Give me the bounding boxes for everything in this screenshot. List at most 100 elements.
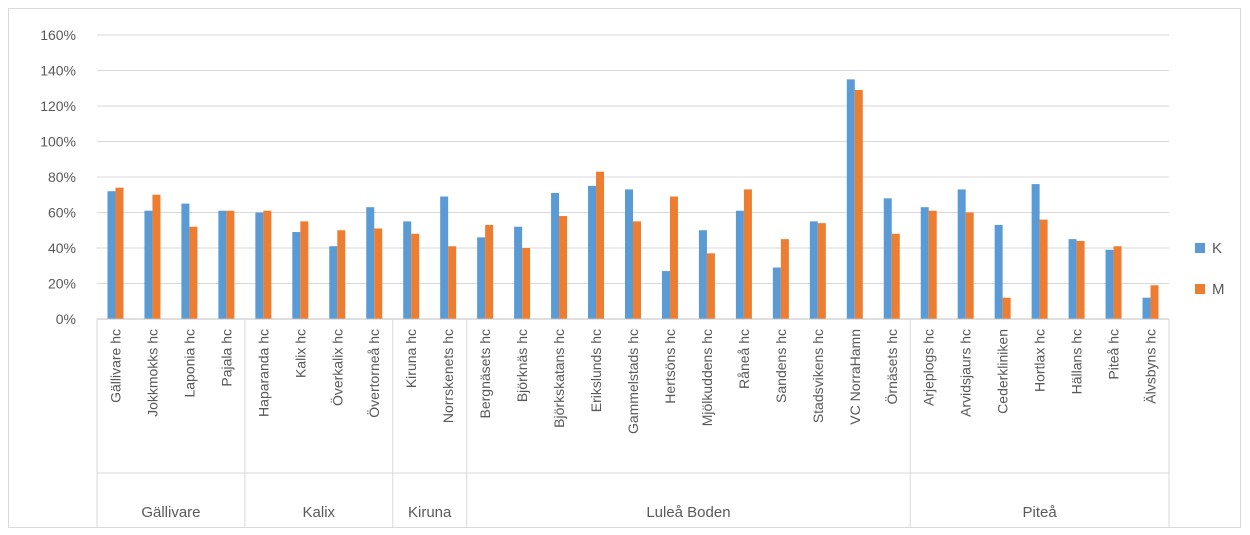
bar-k <box>957 189 966 319</box>
category-label: Sandens hc <box>773 329 789 403</box>
bar-m <box>115 187 124 319</box>
bar-m <box>891 233 900 319</box>
bar-m <box>263 210 272 319</box>
category-label: Örnäsets hc <box>883 329 900 404</box>
category-label: Stadsvikens hc <box>810 329 826 423</box>
group-label: Luleå Boden <box>646 504 730 521</box>
group-label: Kalix <box>303 504 336 521</box>
bar-k <box>994 224 1003 319</box>
category-label: Arvidsjaurs hc <box>958 329 974 417</box>
bar-k <box>809 221 818 319</box>
bar-m <box>1039 219 1048 319</box>
bar-k <box>920 207 929 319</box>
bar-m <box>1150 285 1159 319</box>
bar-k <box>1105 249 1114 319</box>
category-label: Bergnäsets hc <box>477 329 493 419</box>
legend-swatch-k <box>1195 243 1205 253</box>
bar-k <box>625 189 633 319</box>
category-label: Kiruna hc <box>403 329 419 388</box>
category-label: Hällans hc <box>1069 329 1085 394</box>
bar-k <box>1031 184 1040 319</box>
group-labels: Gällivare Kalix Kiruna Luleå Boden Piteå <box>96 319 1170 527</box>
category-label: Övertorneå hc <box>365 329 382 418</box>
y-tick-label: 20% <box>48 276 76 292</box>
category-label: Råneå hc <box>736 329 752 389</box>
category-label: Hertsöns hc <box>662 329 678 404</box>
category-label: Överkalix hc <box>328 329 345 406</box>
bar-m <box>1076 240 1085 319</box>
bar-k <box>735 210 744 319</box>
bar-m <box>485 224 494 319</box>
bar-k <box>477 237 486 319</box>
bar-k <box>255 212 264 319</box>
bar-m <box>854 90 863 320</box>
category-label: Mjölkuddens hc <box>699 329 715 426</box>
bar-k <box>366 207 375 319</box>
bar-m <box>1113 246 1122 319</box>
bar-k <box>1068 239 1077 319</box>
y-tick-label: 0% <box>56 311 76 327</box>
y-tick-label: 160% <box>40 27 76 43</box>
y-tick-label: 120% <box>40 98 76 114</box>
y-tick-label: 100% <box>40 134 76 150</box>
category-label: Älvsbyns hc <box>1143 329 1159 404</box>
bar-k <box>181 203 190 319</box>
legend: KM <box>1195 240 1225 298</box>
bar-m <box>411 233 420 319</box>
bar-m <box>152 194 161 319</box>
bar-k <box>107 191 116 319</box>
category-label: Gammelstads hc <box>625 329 641 434</box>
bar-k <box>883 198 892 319</box>
gridlines <box>97 34 1169 284</box>
bar-k <box>329 246 338 319</box>
bar-k <box>440 196 449 319</box>
bar-k <box>772 267 781 319</box>
category-label: Jokkmokks hc <box>144 329 160 417</box>
bar-m <box>965 212 974 319</box>
bar-m <box>448 246 457 319</box>
bar-m <box>559 216 568 319</box>
bar-m <box>706 253 715 319</box>
category-label: Cederkliniken <box>995 329 1011 414</box>
category-label: Erikslunds hc <box>588 329 604 412</box>
group-label: Piteå <box>1023 504 1058 521</box>
category-label: Piteå hc <box>1106 329 1122 380</box>
category-label: VC NorraHamn <box>847 329 863 425</box>
category-label: Arjeplogs hc <box>921 329 937 406</box>
bar-k <box>292 232 301 319</box>
bar-k <box>144 210 153 319</box>
bar-k <box>1142 297 1151 319</box>
bars <box>107 79 1159 320</box>
group-label: Gällivare <box>141 504 200 521</box>
category-label: Kalix hc <box>292 329 308 378</box>
legend-swatch-m <box>1195 284 1205 294</box>
bar-k <box>403 221 412 319</box>
bar-m <box>522 248 531 319</box>
legend-label: K <box>1212 240 1222 257</box>
category-label: Norrskenets hc <box>440 329 456 423</box>
bar-k <box>514 226 523 319</box>
y-tick-label: 80% <box>48 169 76 185</box>
bar-m <box>743 189 752 319</box>
bar-k <box>218 210 227 319</box>
bar-m <box>300 221 309 319</box>
bar-m <box>669 196 678 319</box>
bar-k <box>588 185 597 319</box>
y-tick-label: 40% <box>48 240 76 256</box>
bar-k <box>846 79 855 319</box>
y-tick-label: 140% <box>40 63 76 79</box>
bar-m <box>337 230 346 319</box>
category-label: Laponia hc <box>181 329 197 398</box>
bar-m <box>633 221 641 319</box>
y-tick-label: 60% <box>48 205 76 221</box>
category-label: Gällivare hc <box>107 329 123 403</box>
bar-m <box>817 223 826 319</box>
bar-k <box>661 271 670 319</box>
bar-k <box>551 192 560 319</box>
y-axis-ticks: 0% 20% 40% 60% 80% 100% 120% 140% 160% <box>40 27 76 327</box>
category-label: Haparanda hc <box>255 329 271 417</box>
bar-m <box>189 226 198 319</box>
bar-m <box>1002 297 1011 319</box>
bar-m <box>780 239 789 319</box>
